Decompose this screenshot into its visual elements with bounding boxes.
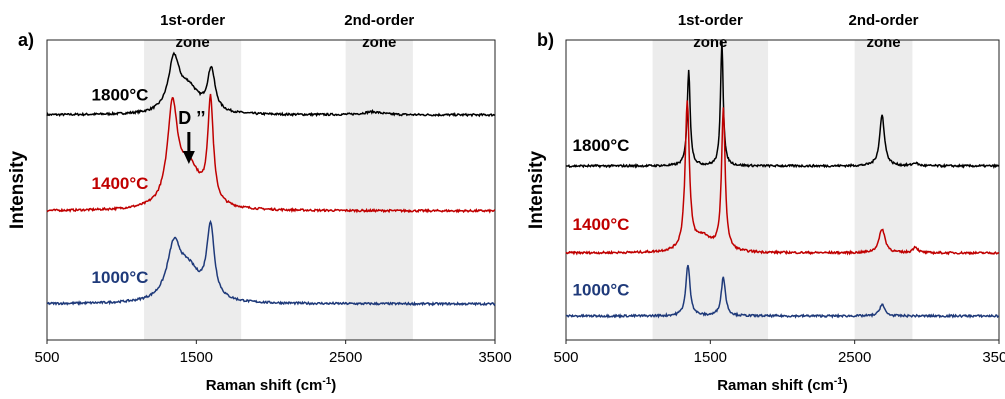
chart-panel-b: 1st-order zone 2nd-order zone b) Intensity 500…: [526, 12, 1005, 394]
chart-panel-a: 1st-order zone 2nd-order zone a) Intensity 500…: [7, 12, 512, 394]
x-tick-label: 2500: [329, 349, 362, 366]
zone-label-2: 2nd-order: [849, 12, 919, 29]
zone-label-2: 2nd-order: [344, 12, 414, 29]
series-line-1400c: [565, 100, 1000, 256]
zone-band-1: [652, 40, 769, 340]
x-tick-label: 500: [553, 349, 578, 366]
zone-label-1-line2: zone: [176, 34, 210, 51]
x-axis-label: Raman shift (cm-1): [206, 376, 337, 394]
series-line-1800c: [565, 40, 1000, 170]
x-tick-label: 1500: [180, 349, 213, 366]
series-line-1000c: [46, 219, 496, 307]
series-label: 1800°C: [92, 86, 149, 105]
x-tick-label: 3500: [982, 349, 1005, 366]
x-tick-label: 1500: [694, 349, 727, 366]
annotation-label: D ’’: [178, 108, 205, 128]
zone-label-2-line2: zone: [362, 34, 396, 51]
series-label: 1800°C: [573, 136, 630, 155]
panel-label: b): [537, 30, 554, 50]
zone-label-1: 1st-order: [160, 12, 225, 29]
x-tick-label: 3500: [478, 349, 511, 366]
zone-band-2: [345, 40, 413, 340]
zone-label-1: 1st-order: [678, 12, 743, 29]
zone-label-2-line2: zone: [866, 34, 900, 51]
x-tick-label: 2500: [838, 349, 871, 366]
zone-band-1: [144, 40, 242, 340]
plot-frame: [46, 39, 496, 341]
x-tick-label: 500: [34, 349, 59, 366]
series-label: 1400°C: [92, 174, 149, 193]
y-axis-label: Intensity: [7, 151, 28, 230]
zone-band-2: [854, 40, 913, 340]
series-line-1400c: [46, 93, 496, 214]
series-line-1800c: [46, 51, 496, 118]
y-axis-label: Intensity: [526, 151, 547, 230]
x-axis-label: Raman shift (cm-1): [717, 376, 848, 394]
series-label: 1000°C: [573, 280, 630, 299]
series-label: 1000°C: [92, 268, 149, 287]
series-line-1000c: [565, 264, 1000, 319]
zone-label-1-line2: zone: [693, 34, 727, 51]
panel-label: a): [18, 30, 34, 50]
annotation-arrowhead: [182, 151, 195, 164]
series-label: 1400°C: [573, 215, 630, 234]
plot-frame: [565, 39, 1000, 341]
